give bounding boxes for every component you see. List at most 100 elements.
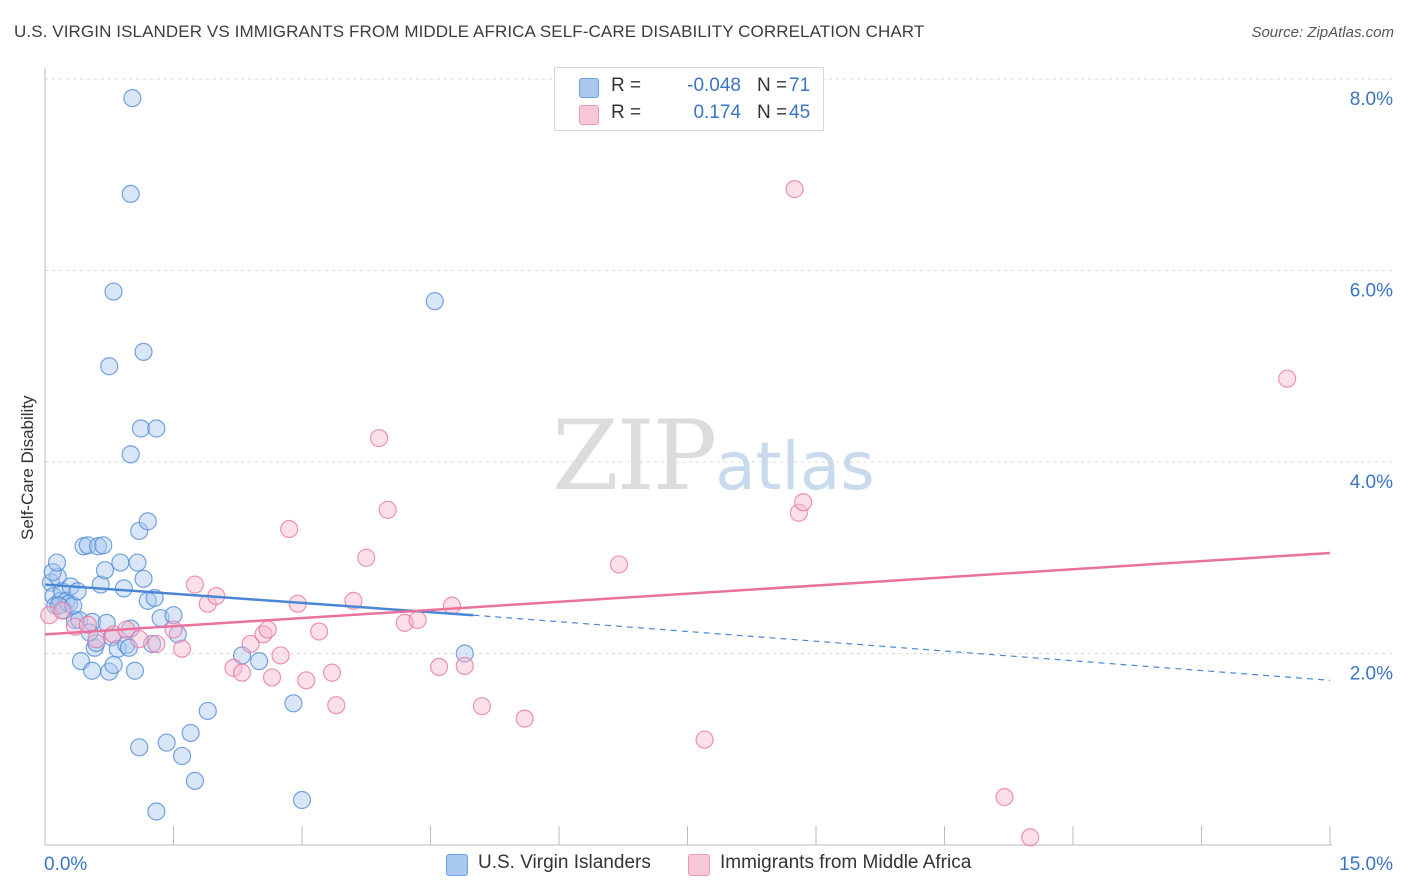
y-tick-label: 8.0%: [1350, 89, 1393, 110]
pink-point: [995, 788, 1014, 807]
blue-point: [95, 561, 115, 580]
blue-point: [134, 342, 153, 361]
pink-point: [609, 555, 629, 574]
pink-point: [224, 658, 243, 677]
legend-n-label: N =: [757, 75, 788, 96]
pink-point: [322, 663, 342, 682]
watermark: ZIPatlas: [552, 400, 875, 512]
bottom-legend-label: U.S. Virgin Islanders: [478, 852, 651, 873]
blue-point: [185, 771, 205, 790]
blue-point: [147, 419, 166, 438]
blue-point: [102, 628, 121, 647]
pink-point: [130, 630, 149, 649]
blue-point: [164, 606, 183, 625]
pink-point: [87, 630, 106, 649]
blue-point: [128, 553, 147, 572]
blue-point: [89, 537, 108, 556]
legend-n-value: 71: [789, 75, 811, 96]
blue-point: [172, 746, 192, 766]
legend-n-label: N =: [757, 102, 788, 123]
pink-point: [1021, 828, 1040, 847]
pink-point: [310, 622, 329, 641]
blue-point: [131, 419, 151, 438]
legend-r-value: 0.174: [693, 102, 741, 123]
legend-swatch-blue: [579, 78, 599, 98]
blue-point: [147, 802, 166, 821]
blue-point: [157, 733, 176, 752]
pink-point: [472, 697, 491, 716]
legend-r-label: R =: [611, 102, 642, 123]
blue-point: [130, 738, 149, 757]
watermark-zip: ZIP: [552, 400, 717, 512]
blue-point: [181, 723, 200, 743]
y-tick-label: 2.0%: [1350, 664, 1393, 685]
watermark-atlas: atlas: [715, 428, 875, 505]
blue-point: [121, 184, 140, 203]
blue-point: [104, 282, 123, 301]
y-tick-label: 6.0%: [1350, 281, 1393, 302]
pink-point: [695, 730, 714, 749]
blue-point: [114, 579, 133, 598]
legend-swatch-pink: [579, 105, 599, 125]
blue-point: [125, 661, 145, 680]
pink-point: [429, 657, 449, 677]
blue-point: [134, 569, 153, 588]
blue-trend-line: [44, 583, 474, 617]
blue-point: [47, 553, 67, 572]
x-tick-label: 15.0%: [1339, 854, 1393, 875]
pink-point: [370, 428, 389, 448]
pink-point: [78, 615, 97, 634]
bottom-legend-label: Immigrants from Middle Africa: [720, 852, 972, 873]
blue-trend-line-dashed: [473, 614, 1331, 681]
pink-point: [408, 610, 427, 630]
legend-n-value: 45: [789, 102, 811, 123]
pink-point: [271, 646, 290, 665]
blue-point: [64, 596, 83, 615]
pink-point: [357, 548, 376, 567]
blue-point: [111, 553, 130, 572]
pink-point: [789, 503, 808, 522]
y-axis-label: Self-Care Disability: [18, 395, 37, 540]
blue-point: [123, 89, 142, 108]
correlation-legend: R = -0.048 N = 71 R = 0.174 N = 45: [554, 67, 824, 131]
blue-point: [284, 694, 303, 713]
blue-point: [121, 445, 140, 464]
pink-point: [794, 493, 813, 512]
pink-point: [785, 180, 804, 199]
blue-point: [292, 790, 312, 810]
y-tick-label: 4.0%: [1350, 472, 1393, 493]
blue-point: [94, 536, 113, 555]
blue-point: [83, 661, 102, 680]
pink-point: [280, 519, 299, 539]
chart-source: Source: ZipAtlas.com: [1251, 24, 1394, 41]
blue-point: [100, 357, 119, 376]
pink-point: [262, 668, 282, 687]
blue-point: [104, 655, 123, 675]
pink-point: [297, 671, 316, 690]
x-tick-label: 0.0%: [44, 854, 87, 875]
pink-point: [53, 601, 72, 620]
pink-point: [378, 500, 397, 519]
blue-point: [425, 292, 444, 311]
pink-point: [515, 709, 534, 728]
pink-point: [1278, 369, 1297, 388]
blue-point: [455, 644, 474, 663]
pink-point: [185, 575, 205, 594]
pink-point: [258, 620, 277, 639]
pink-point: [147, 634, 166, 654]
legend-r-label: R =: [611, 75, 642, 96]
pink-trend-line: [44, 551, 1331, 636]
pink-point: [241, 634, 260, 654]
pink-point: [164, 620, 183, 639]
pink-point: [172, 639, 192, 658]
bottom-legend-swatch-blue: [446, 854, 468, 876]
bottom-legend-swatch-pink: [688, 854, 710, 876]
pink-point: [327, 696, 346, 715]
blue-point: [250, 652, 269, 671]
blue-point: [138, 512, 157, 531]
chart-title: U.S. VIRGIN ISLANDER VS IMMIGRANTS FROM …: [14, 22, 925, 41]
pink-point: [442, 596, 462, 615]
legend-r-value: -0.048: [687, 75, 741, 96]
pink-point: [232, 663, 252, 682]
